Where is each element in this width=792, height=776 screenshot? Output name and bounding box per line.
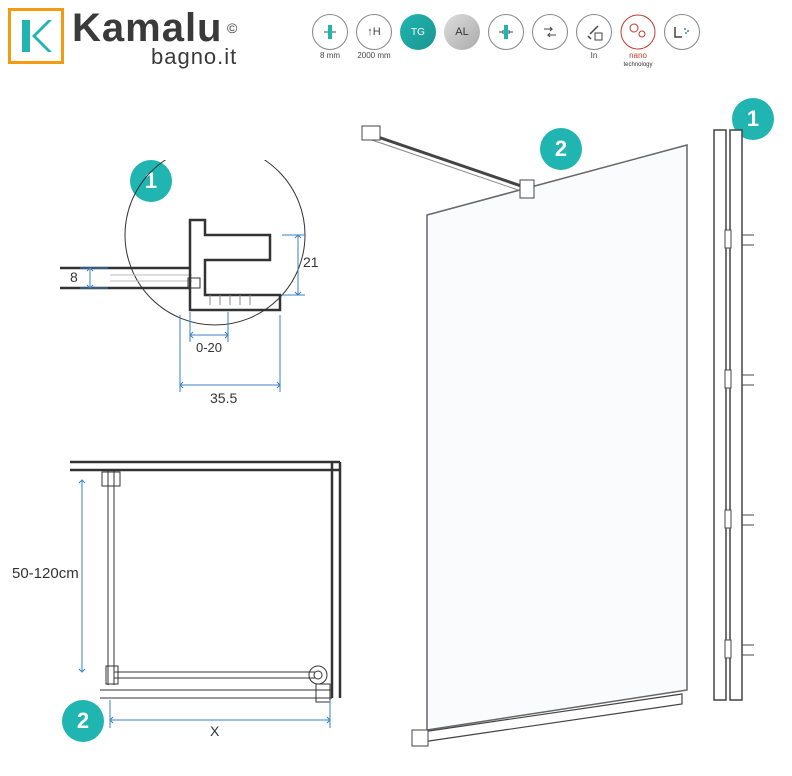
spec-thickness: 8 mm [310,14,350,60]
dim-bar-length: 50-120cm [12,565,79,582]
main-perspective-view [352,80,772,730]
wall-profile [714,130,754,700]
dim-thickness: 8 [70,269,78,285]
dim-x: X [210,723,219,739]
dim-height: 21 [303,254,319,270]
spec-icons-row: 8 mm ↑H 2000 mm TG AL In nanotechnology [310,14,702,68]
spec-tg: TG [398,14,438,50]
spec-reversible [530,14,570,50]
copyright-mark: © [227,20,237,36]
detail-profile-section: 8 21 0-20 35.5 [60,160,320,420]
spec-water [662,14,702,50]
logo: Kamalu © bagno.it [8,8,237,70]
logo-k-icon [18,18,54,54]
dim-width: 35.5 [210,390,237,406]
spec-al: AL [442,14,482,50]
detail-support-bar: 50-120cm X [40,450,350,740]
dim-gap: 0-20 [196,340,222,355]
logo-mark [8,8,64,64]
spec-glass [486,14,526,50]
spec-install: In [574,14,614,60]
spec-nano: nanotechnology [618,14,658,68]
spec-height: ↑H 2000 mm [354,14,394,60]
